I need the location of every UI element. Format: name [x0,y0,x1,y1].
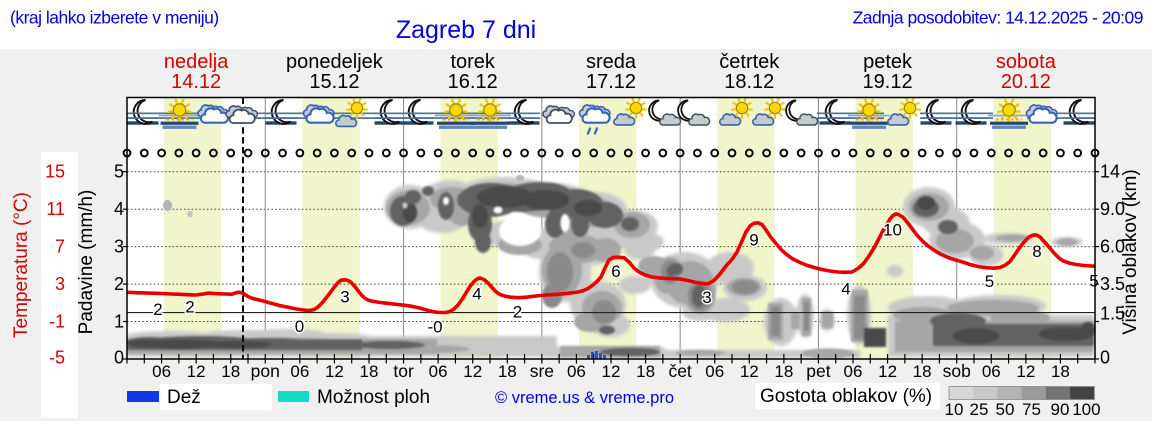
svg-text:Gostota oblakov (%): Gostota oblakov (%) [760,386,932,407]
svg-text:8: 8 [1032,242,1041,261]
svg-text:Padavine (mm/h): Padavine (mm/h) [76,190,97,335]
svg-text:15: 15 [45,162,65,182]
svg-text:nedelja: nedelja [164,51,229,73]
svg-text:6.0: 6.0 [1100,237,1125,257]
svg-text:14.12: 14.12 [171,71,221,93]
svg-text:18: 18 [498,362,517,381]
svg-text:06: 06 [982,362,1001,381]
svg-text:06: 06 [290,362,309,381]
svg-text:14: 14 [1100,162,1120,182]
svg-text:7: 7 [55,237,65,257]
svg-text:sre: sre [530,361,554,381]
svg-text:Višina oblakov (km): Višina oblakov (km) [1120,169,1141,334]
svg-text:4: 4 [114,199,124,219]
svg-text:6: 6 [611,262,620,281]
svg-text:četrtek: četrtek [719,51,780,73]
svg-text:Zadnja posodobitev: 14.12.2025: Zadnja posodobitev: 14.12.2025 - 20:09 [853,8,1143,28]
svg-text:petek: petek [863,51,913,73]
svg-text:3: 3 [702,288,711,307]
svg-text:16.12: 16.12 [448,71,498,93]
svg-text:2: 2 [185,298,194,317]
svg-text:3.5: 3.5 [1100,274,1125,294]
svg-text:3: 3 [55,274,65,294]
svg-text:2: 2 [513,303,522,322]
svg-text:12: 12 [463,362,482,381]
svg-text:18.12: 18.12 [724,71,774,93]
svg-text:18: 18 [221,362,240,381]
svg-text:90: 90 [1051,400,1070,419]
svg-text:4: 4 [841,280,850,299]
svg-text:-0: -0 [427,318,442,337]
svg-text:18: 18 [774,362,793,381]
svg-text:100: 100 [1072,400,1100,419]
svg-text:Temperatura (°C): Temperatura (°C) [11,192,32,338]
svg-text:sobota: sobota [996,51,1057,73]
svg-text:18: 18 [360,362,379,381]
svg-text:Zagreb 7 dni: Zagreb 7 dni [396,16,536,44]
svg-text:-5: -5 [49,348,65,368]
svg-text:5: 5 [114,162,124,182]
svg-text:tor: tor [393,361,414,381]
svg-text:ponedeljek: ponedeljek [286,51,384,73]
svg-text:4: 4 [472,285,481,304]
svg-text:12: 12 [602,362,621,381]
svg-text:18: 18 [913,362,932,381]
svg-text:5: 5 [1089,272,1098,291]
svg-text:20.12: 20.12 [1001,71,1051,93]
svg-text:25: 25 [970,400,989,419]
svg-text:12: 12 [1016,362,1035,381]
svg-text:9: 9 [749,231,758,250]
svg-text:12: 12 [187,362,206,381]
svg-text:1.5: 1.5 [1100,304,1125,324]
svg-text:sob: sob [943,361,971,381]
svg-text:pon: pon [251,361,280,381]
svg-text:06: 06 [429,362,448,381]
svg-text:06: 06 [705,362,724,381]
svg-text:0: 0 [114,348,124,368]
svg-text:10: 10 [945,400,964,419]
svg-text:5: 5 [985,272,994,291]
svg-text:06: 06 [844,362,863,381]
svg-text:(kraj lahko izberete v meniju): (kraj lahko izberete v meniju) [10,8,219,28]
svg-text:12: 12 [740,362,759,381]
svg-text:Možnost ploh: Možnost ploh [317,387,430,408]
svg-text:3: 3 [114,237,124,257]
svg-text:10: 10 [883,221,902,240]
svg-text:9.0: 9.0 [1100,199,1125,219]
svg-text:-1: -1 [49,312,65,332]
svg-text:06: 06 [567,362,586,381]
svg-text:čet: čet [668,361,691,381]
svg-text:0: 0 [295,317,304,336]
svg-text:sreda: sreda [586,51,637,73]
svg-text:18: 18 [636,362,655,381]
svg-text:18: 18 [1051,362,1070,381]
svg-text:Dež: Dež [167,387,201,408]
svg-text:2: 2 [114,274,124,294]
svg-text:06: 06 [152,362,171,381]
svg-text:11: 11 [46,199,65,219]
svg-text:12: 12 [878,362,897,381]
svg-text:12: 12 [325,362,344,381]
svg-text:pet: pet [806,361,830,381]
svg-text:75: 75 [1022,400,1041,419]
svg-text:15.12: 15.12 [309,71,359,93]
svg-text:2: 2 [153,300,162,319]
svg-text:torek: torek [450,51,495,73]
svg-text:© vreme.us & vreme.pro: © vreme.us & vreme.pro [495,389,674,407]
svg-text:19.12: 19.12 [863,71,913,93]
svg-text:1: 1 [114,312,124,332]
svg-text:17.12: 17.12 [586,71,636,93]
svg-text:3: 3 [340,288,349,307]
svg-text:0: 0 [1100,348,1110,368]
svg-text:50: 50 [996,400,1015,419]
